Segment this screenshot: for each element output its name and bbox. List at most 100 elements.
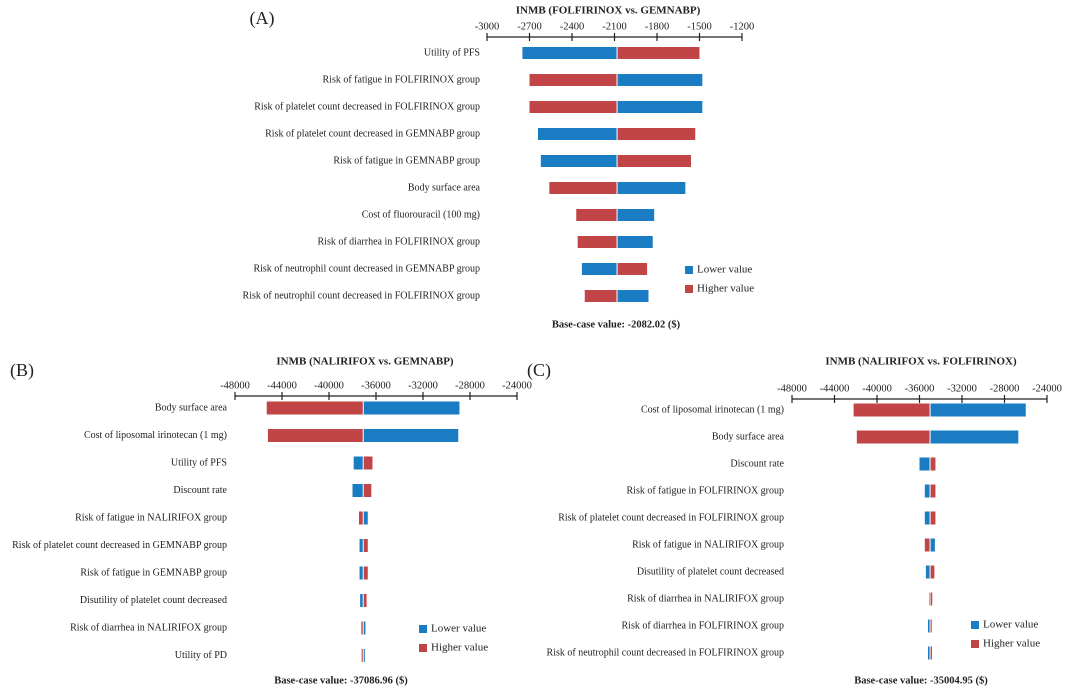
lower-value-bar xyxy=(924,484,931,498)
x-tick-label: -44000 xyxy=(267,380,297,391)
lower-value-bar xyxy=(581,263,618,275)
lower-value-bar xyxy=(359,566,364,580)
category-label: Cost of liposomal irinotecan (1 mg) xyxy=(84,430,227,441)
lower-value-bar xyxy=(617,209,655,221)
higher-value-bar xyxy=(529,101,618,113)
base-case-label: Base-case value: -35004.95 ($) xyxy=(854,675,988,686)
higher-value-bar xyxy=(363,456,373,470)
x-tick-label: -48000 xyxy=(220,380,250,391)
x-tick-label: -3000 xyxy=(475,21,500,32)
higher-value-bar xyxy=(358,511,364,525)
category-label: Risk of diarrhea in FOLFIRINOX group xyxy=(318,236,480,247)
base-case-label: Base-case value: -2082.02 ($) xyxy=(552,319,681,330)
higher-value-bar xyxy=(930,511,936,525)
x-tick-label: -48000 xyxy=(777,383,807,394)
lower-value-bar xyxy=(617,236,653,248)
higher-value-bar xyxy=(853,403,931,417)
higher-value-bar xyxy=(856,430,931,444)
panel-label: (B) xyxy=(10,360,34,381)
x-tick-label: -40000 xyxy=(314,380,344,391)
higher-value-bar xyxy=(363,539,368,552)
lower-value-bar xyxy=(540,155,618,167)
lower-value-bar xyxy=(359,539,364,552)
panel-a: (A) INMB (FOLFIRINOX vs. GEMNABP) -3000 -27… xyxy=(243,5,755,331)
category-label: Utility of PFS xyxy=(424,47,480,58)
category-label: Disutility of platelet count decreased xyxy=(80,595,227,606)
category-label: Risk of fatigue in NALIRIFOX group xyxy=(75,512,227,523)
lower-value-bar xyxy=(924,511,931,525)
higher-value-bar xyxy=(930,646,932,660)
higher-value-bar xyxy=(267,429,364,442)
category-label: Risk of fatigue in GEMNABP group xyxy=(333,155,480,166)
legend-higher-label: Higher value xyxy=(697,283,754,295)
panel-label: (A) xyxy=(250,8,275,29)
category-label: Cost of fluorouracil (100 mg) xyxy=(362,209,480,220)
lower-value-bar xyxy=(363,401,460,415)
category-label: Discount rate xyxy=(173,485,227,496)
x-tick-label: -2400 xyxy=(560,21,585,32)
x-tick-label: -40000 xyxy=(862,383,892,394)
higher-value-bar xyxy=(549,182,618,194)
category-label: Risk of fatigue in FOLFIRINOX group xyxy=(627,485,785,496)
x-tick-label: -28000 xyxy=(455,380,485,391)
x-tick-label: -2700 xyxy=(517,21,542,32)
lower-value-bar xyxy=(363,649,365,662)
legend-higher-swatch xyxy=(971,640,979,648)
x-tick-label: -1500 xyxy=(687,21,712,32)
legend-lower-label: Lower value xyxy=(983,619,1038,631)
higher-value-bar xyxy=(924,538,931,552)
lower-value-bar xyxy=(538,128,618,140)
category-label: Risk of diarrhea in NALIRIFOX group xyxy=(70,622,227,633)
higher-value-bar xyxy=(930,484,936,498)
panel-label: (C) xyxy=(527,360,551,381)
x-tick-label: -24000 xyxy=(502,380,532,391)
category-label: Risk of diarrhea in FOLFIRINOX group xyxy=(622,620,784,631)
higher-value-bar xyxy=(266,401,364,415)
category-label: Risk of platelet count decreased in GEMN… xyxy=(265,128,480,139)
lower-value-bar xyxy=(363,429,459,442)
lower-value-bar xyxy=(919,457,931,471)
category-label: Risk of fatigue in NALIRIFOX group xyxy=(632,539,784,550)
panel-b: (B) INMB (NALIRIFOX vs. GEMNABP) -48000 -44… xyxy=(10,356,532,687)
category-label: Risk of fatigue in FOLFIRINOX group xyxy=(323,74,481,85)
lower-value-bar xyxy=(930,403,1026,417)
lower-value-bar xyxy=(929,592,931,606)
category-label: Risk of fatigue in GEMNABP group xyxy=(80,567,227,578)
base-case-label: Base-case value: -37086.96 ($) xyxy=(274,675,408,686)
higher-value-bar xyxy=(617,263,648,275)
lower-value-bar xyxy=(930,430,1019,444)
category-label: Body surface area xyxy=(408,182,481,193)
legend-higher-swatch xyxy=(685,285,693,293)
lower-value-bar xyxy=(925,565,931,579)
x-tick-label: -1800 xyxy=(645,21,670,32)
category-label: Utility of PFS xyxy=(171,457,227,468)
chart-title: INMB (NALIRIFOX vs. GEMNABP) xyxy=(276,356,454,368)
lower-value-bar xyxy=(363,511,368,525)
higher-value-bar xyxy=(617,155,691,167)
higher-value-bar xyxy=(577,236,618,248)
lower-value-bar xyxy=(928,619,931,633)
higher-value-bar xyxy=(930,592,933,606)
lower-value-bar xyxy=(617,290,649,302)
lower-value-bar xyxy=(617,74,703,86)
category-label: Discount rate xyxy=(730,458,784,469)
higher-value-bar xyxy=(363,594,367,607)
higher-value-bar xyxy=(576,209,618,221)
x-tick-label: -36000 xyxy=(905,383,935,394)
higher-value-bar xyxy=(584,290,618,302)
category-label: Risk of platelet count decreased in FOLF… xyxy=(558,512,784,523)
legend-higher-swatch xyxy=(419,644,427,652)
legend-higher-label: Higher value xyxy=(983,638,1040,650)
legend-lower-label: Lower value xyxy=(431,623,486,635)
x-tick-label: -44000 xyxy=(820,383,850,394)
category-label: Risk of diarrhea in NALIRIFOX group xyxy=(627,593,784,604)
lower-value-bar xyxy=(522,47,618,59)
x-tick-label: -32000 xyxy=(408,380,438,391)
chart-title: INMB (NALIRIFOX vs. FOLFIRINOX) xyxy=(825,356,1017,368)
x-tick-label: -32000 xyxy=(947,383,977,394)
higher-value-bar xyxy=(361,621,364,635)
category-label: Utility of PD xyxy=(175,650,227,661)
category-label: Cost of liposomal irinotecan (1 mg) xyxy=(641,404,784,415)
higher-value-bar xyxy=(529,74,618,86)
